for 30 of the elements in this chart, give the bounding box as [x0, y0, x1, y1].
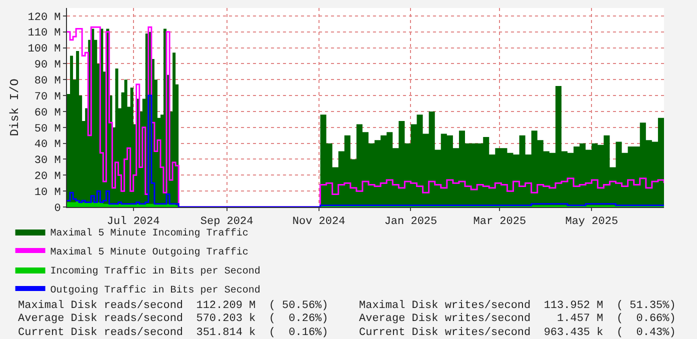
- text: Maximal Disk writes/second 113.952 M ( 51.35%): [359, 300, 676, 312]
- text: Current Disk reads/second 351.814 k ( 0.16%): [18, 327, 328, 339]
- y-tick-label: 120 M: [28, 12, 61, 24]
- y-axis-title: Disk I/O: [8, 78, 22, 136]
- y-tick-label: 20 M: [34, 171, 61, 184]
- text: Average Disk writes/second 1.457 M ( 0.66%): [359, 313, 676, 325]
- y-tick-label: 80 M: [34, 75, 61, 88]
- x-tick-label: Nov 2024: [292, 216, 346, 228]
- y-tick-label: 40 M: [34, 139, 61, 152]
- y-tick-label: 0: [54, 202, 61, 215]
- legend-label: Maximal 5 Minute Incoming Traffic: [50, 227, 248, 240]
- legend-label: Incoming Traffic in Bits per Second: [50, 265, 260, 278]
- x-tick-label: Sep 2024: [200, 216, 254, 228]
- legend-label: Maximal 5 Minute Outgoing Traffic: [50, 246, 248, 258]
- text: Current Disk writes/second 963.435 k ( 0.43%): [359, 327, 676, 339]
- text: Average Disk reads/second 570.203 k ( 0.26%): [18, 313, 328, 325]
- y-tick-label: 70 M: [34, 91, 61, 104]
- y-tick-label: 50 M: [34, 123, 61, 136]
- x-tick-label: Jan 2025: [384, 216, 438, 228]
- y-tick-label: 110 M: [28, 28, 61, 40]
- y-tick-label: 30 M: [34, 155, 61, 168]
- x-tick-label: Mar 2025: [473, 216, 526, 228]
- x-tick-label: May 2025: [565, 216, 618, 228]
- x-tick-label: Jul 2024: [106, 216, 160, 228]
- text: Maximal Disk reads/second 112.209 M ( 50.56%): [18, 300, 328, 312]
- y-tick-label: 100 M: [28, 44, 61, 56]
- legend-label: Outgoing Traffic in Bits per Second: [50, 284, 260, 296]
- y-tick-label: 10 M: [34, 186, 61, 199]
- y-tick-label: 60 M: [34, 107, 61, 120]
- y-tick-label: 90 M: [34, 60, 61, 72]
